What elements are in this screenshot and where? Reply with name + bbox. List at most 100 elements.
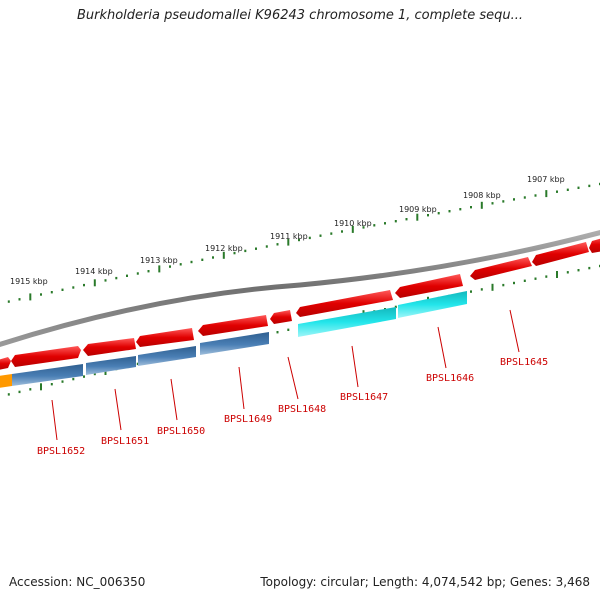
scale-label-1913: 1913 kbp [140, 256, 178, 265]
minor-tick [244, 249, 247, 253]
leader-line [51, 399, 58, 441]
accession-text: Accession: NC_006350 [9, 575, 146, 589]
cds-arrow-red[interactable] [532, 242, 589, 266]
scale-label-1909: 1909 kbp [399, 205, 437, 214]
major-tick [287, 238, 290, 246]
minor-tick [394, 305, 397, 309]
minor-tick [459, 208, 462, 211]
minor-tick [577, 269, 580, 272]
minor-tick [513, 281, 515, 285]
minor-tick [83, 283, 85, 287]
major-tick [480, 201, 483, 209]
gene-label-bpsl1647[interactable]: BPSL1647 [340, 392, 388, 403]
major-tick [222, 251, 225, 259]
cds-arrow-red[interactable] [589, 236, 600, 253]
minor-tick [136, 272, 139, 275]
minor-tick [577, 186, 580, 189]
reverse-strand-features [0, 291, 467, 388]
major-tick [158, 265, 161, 273]
cds-arrow-red[interactable] [83, 338, 136, 356]
minor-tick [394, 220, 397, 223]
cds-block-cyan[interactable] [398, 291, 467, 318]
minor-tick [523, 196, 526, 199]
gene-label-bpsl1646[interactable]: BPSL1646 [426, 373, 474, 384]
leader-line [509, 309, 520, 353]
minor-tick [427, 214, 429, 217]
cds-block-blue[interactable] [12, 364, 83, 386]
cds-block-blue[interactable] [86, 356, 136, 375]
minor-tick [405, 218, 408, 221]
gene-label-bpsl1652[interactable]: BPSL1652 [37, 446, 85, 457]
major-tick [416, 213, 419, 221]
gene-label-bpsl1649[interactable]: BPSL1649 [224, 414, 272, 425]
scale-labels: 1915 kbp 1914 kbp 1913 kbp 1912 kbp 1911… [10, 175, 565, 286]
cds-arrow-red[interactable] [270, 310, 292, 324]
minor-tick [276, 243, 279, 246]
minor-tick [126, 274, 128, 277]
minor-tick [7, 393, 10, 396]
cds-arrow-red[interactable] [198, 315, 268, 336]
minor-tick [534, 194, 537, 197]
minor-tick [437, 212, 440, 215]
minor-tick [502, 283, 505, 287]
minor-tick [201, 258, 204, 261]
minor-tick [341, 230, 343, 233]
major-tick [491, 283, 494, 291]
cds-block-blue[interactable] [138, 346, 196, 366]
minor-tick [308, 236, 311, 240]
minor-tick [448, 210, 451, 213]
scale-label-1915: 1915 kbp [10, 277, 48, 286]
minor-tick [588, 184, 591, 188]
page-title: Burkholderia pseudomallei K96243 chromos… [76, 8, 524, 23]
cds-arrow-red[interactable] [470, 257, 532, 280]
minor-tick [566, 188, 569, 191]
minor-tick [470, 290, 472, 293]
minor-tick [83, 375, 85, 378]
gene-label-bpsl1650[interactable]: BPSL1650 [157, 426, 205, 437]
minor-tick [502, 200, 505, 203]
scale-label-1910: 1910 kbp [334, 219, 372, 228]
scale-label-1907: 1907 kbp [527, 175, 565, 184]
minor-tick [373, 224, 376, 227]
minor-tick [480, 288, 483, 291]
scale-label-1911: 1911 kbp [270, 232, 308, 241]
forward-strand-features [0, 236, 600, 370]
cds-arrow-red[interactable] [296, 290, 393, 317]
minor-tick [298, 238, 300, 242]
topology-summary-text: Topology: circular; Length: 4,074,542 bp… [260, 575, 590, 589]
cds-arrow-red[interactable] [136, 328, 194, 347]
minor-tick [61, 380, 64, 383]
minor-tick [362, 226, 365, 229]
cds-arrow-red[interactable] [0, 357, 11, 370]
minor-tick [556, 190, 558, 193]
minor-tick [265, 245, 268, 248]
gene-label-bpsl1645[interactable]: BPSL1645 [500, 357, 548, 368]
leader-line [287, 356, 299, 400]
minor-tick [115, 276, 118, 280]
outer-scale-ticks [7, 182, 600, 303]
cds-block-cyan[interactable] [298, 307, 396, 337]
cds-block-blue[interactable] [200, 332, 269, 355]
major-tick [351, 225, 354, 233]
minor-tick [287, 328, 290, 331]
minor-tick [319, 234, 322, 237]
gene-label-leaders [51, 309, 520, 441]
minor-tick [545, 275, 548, 278]
minor-tick [470, 206, 472, 209]
gene-label-bpsl1648[interactable]: BPSL1648 [278, 404, 326, 415]
cds-arrow-red[interactable] [11, 346, 81, 367]
cds-arrow-red[interactable] [395, 274, 463, 298]
major-tick [556, 271, 558, 278]
minor-tick [523, 279, 526, 282]
major-tick [40, 383, 42, 391]
minor-tick [50, 291, 53, 294]
chromosome-backbone [0, 230, 600, 348]
minor-tick [72, 377, 75, 381]
minor-tick [50, 383, 53, 386]
cds-block-orange[interactable] [0, 374, 12, 388]
minor-tick [93, 372, 96, 376]
gene-label-bpsl1651[interactable]: BPSL1651 [101, 436, 149, 447]
scale-label-1912: 1912 kbp [205, 244, 243, 253]
leader-line [170, 378, 178, 421]
